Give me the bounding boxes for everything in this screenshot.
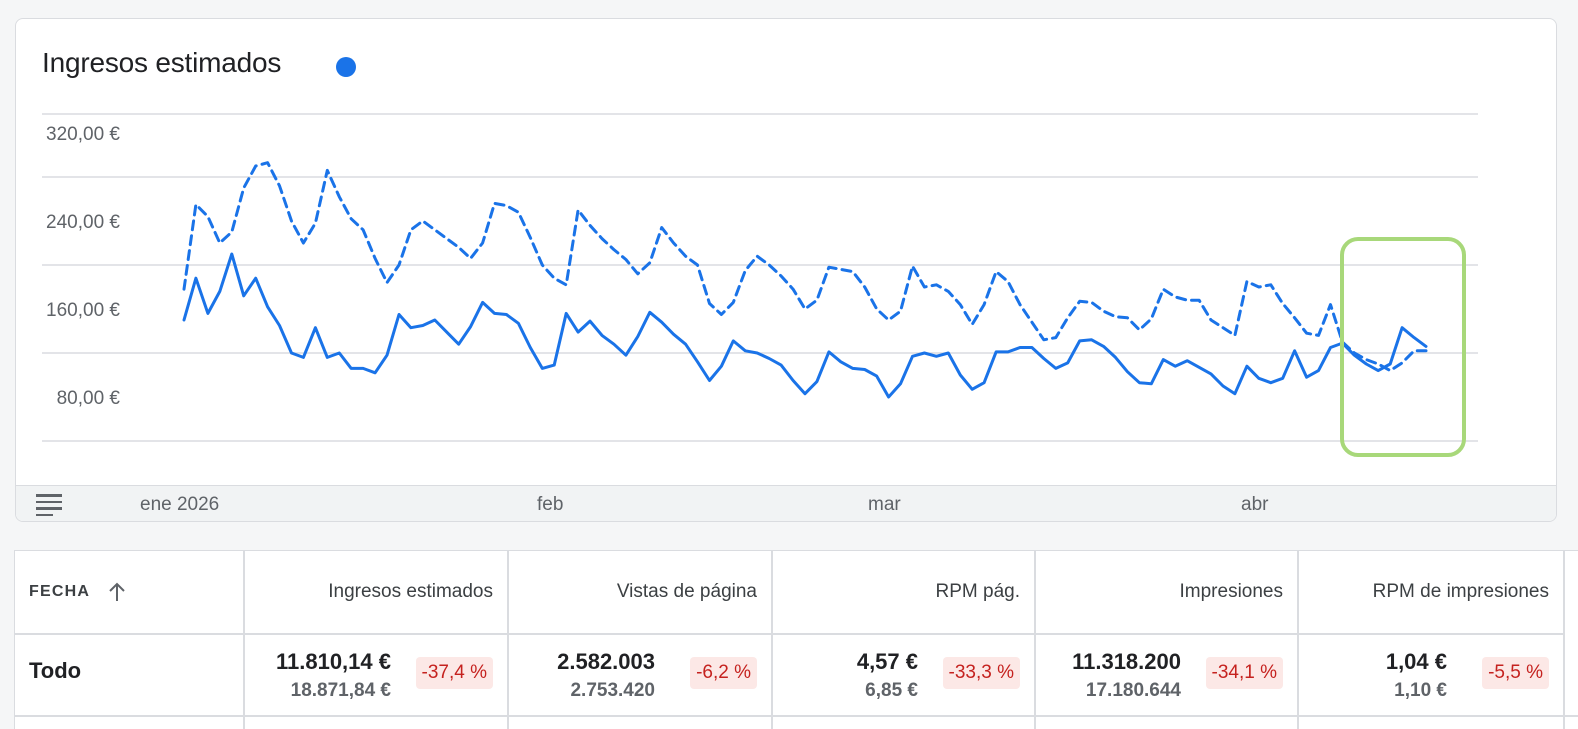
change-badge: -5,5 %	[1482, 657, 1549, 689]
row-divider	[15, 715, 1578, 717]
x-tick-label: feb	[537, 494, 564, 515]
metric-value: 11.810,14 €	[275, 649, 391, 674]
metric-value: 2.582.003	[557, 649, 655, 674]
row-label: Todo	[29, 658, 82, 683]
header-cell[interactable]: RPM de impresiones	[1299, 551, 1563, 635]
metric-previous: 2.753.420	[570, 680, 655, 701]
metric-column: Vistas de página 2.582.003 2.753.420 -6,…	[509, 551, 773, 729]
metric-value: 1,04 €	[1385, 649, 1447, 674]
date-header: FECHA	[29, 583, 91, 600]
header-cell[interactable]: Vistas de página	[509, 551, 771, 635]
chart-card: Ingresos estimados 320,00 € 240,00 € 160,0…	[15, 18, 1557, 522]
metric-column: RPM de impresiones 1,04 € 1,10 € -5,5 %	[1299, 551, 1565, 729]
y-tick-label: 80,00 €	[57, 388, 121, 409]
header-cell[interactable]: Impresiones	[1036, 551, 1297, 635]
column-header: RPM de impresiones	[1372, 581, 1549, 602]
y-tick-label: 320,00 €	[46, 124, 120, 145]
menu-lines-icon[interactable]	[36, 494, 62, 516]
x-tick-label: abr	[1241, 494, 1269, 515]
chart-title: Ingresos estimados	[42, 47, 282, 78]
column-header: Vistas de página	[616, 581, 757, 602]
metric-column: Impresiones 11.318.200 17.180.644 -34,1 …	[1036, 551, 1299, 729]
metric-column: RPM pág. 4,57 € 6,85 € -33,3 %	[773, 551, 1036, 729]
x-tick-label: ene 2026	[140, 494, 220, 515]
header-cell[interactable]: FECHA	[15, 551, 243, 635]
metric-previous: 17.180.644	[1085, 680, 1181, 701]
column-header: RPM pág.	[935, 581, 1020, 602]
sort-ascending-icon[interactable]	[107, 581, 127, 603]
metric-value: 11.318.200	[1072, 649, 1181, 674]
column-header: Impresiones	[1179, 581, 1284, 602]
metric-value: 4,57 €	[856, 649, 918, 674]
metrics-table: FECHA Todo Ingresos estimados 11.810,14 …	[14, 550, 1578, 729]
change-badge: -33,3 %	[942, 657, 1020, 689]
date-column: FECHA Todo	[15, 551, 245, 729]
legend-dot-icon[interactable]	[336, 57, 356, 77]
metric-previous: 6,85 €	[865, 680, 918, 701]
metric-column: Ingresos estimados 11.810,14 € 18.871,84…	[245, 551, 509, 729]
change-badge: -37,4 %	[415, 657, 493, 689]
column-header: Ingresos estimados	[328, 581, 493, 602]
y-tick-label: 240,00 €	[46, 212, 120, 233]
header-cell[interactable]: RPM pág.	[773, 551, 1034, 635]
change-badge: -34,1 %	[1205, 657, 1283, 689]
series-line-current	[182, 252, 1428, 399]
metric-previous: 1,10 €	[1394, 680, 1447, 701]
chart-footer: ene 2026 feb mar abr	[16, 485, 1556, 521]
metric-previous: 18.871,84 €	[290, 680, 391, 701]
series-line-previous	[182, 161, 1428, 373]
change-badge: -6,2 %	[690, 657, 757, 689]
y-tick-label: 160,00 €	[46, 300, 120, 321]
x-tick-label: mar	[868, 494, 901, 515]
highlight-box	[1340, 237, 1466, 457]
header-cell[interactable]: Ingresos estimados	[245, 551, 507, 635]
line-chart: 320,00 € 240,00 € 160,00 € 80,00 €	[42, 113, 1478, 457]
